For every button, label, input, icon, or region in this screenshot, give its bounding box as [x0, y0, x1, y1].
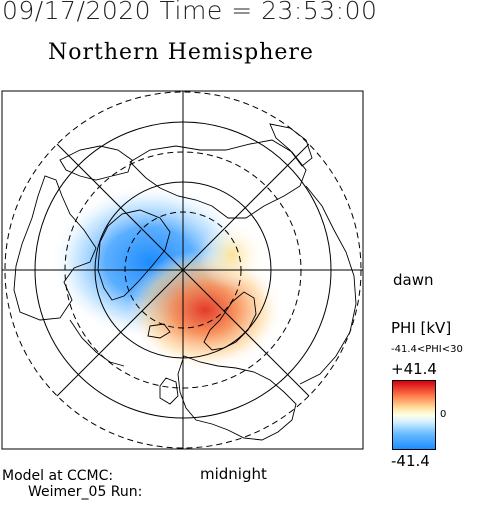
legend-min-label: -41.4 [391, 452, 430, 470]
coastline-east-asia [299, 185, 357, 385]
weak-positive-region [198, 221, 266, 289]
legend-max-label: +41.4 [391, 360, 437, 378]
footer-model: Model at CCMC: [2, 468, 114, 484]
time-label: Time [159, 0, 223, 25]
coastline-british-isles [159, 377, 179, 405]
legend-title: PHI [kV] [391, 319, 452, 337]
footer-run: Weimer_05 Run: [28, 484, 143, 500]
coastline-siberia [129, 139, 307, 219]
coastline-kamchatka [269, 123, 313, 167]
equals-sign: = [231, 0, 253, 25]
coastline-labrador [69, 319, 125, 367]
legend-colorbar [392, 380, 436, 450]
coastline-canada [13, 175, 97, 321]
midnight-label: midnight [200, 465, 267, 483]
dawn-label: dawn [393, 271, 434, 289]
coastline-greenland [97, 209, 171, 301]
time-text: 23:53:00 [261, 0, 378, 25]
date-text: 09/17/2020 [2, 0, 152, 25]
coastline-scandinavia [203, 291, 257, 351]
coastline-europe [177, 355, 297, 441]
legend-range-text: -41.4<PHI<30 [391, 344, 463, 355]
map-title: Northern Hemisphere [48, 40, 314, 65]
coastline-iceland [147, 323, 171, 339]
legend-mid-label: 0 [440, 409, 447, 420]
date-time-header: 09/17/2020 Time = 23:53:00 [2, 0, 377, 25]
coastline-alaska [59, 145, 133, 181]
map-frame [1, 90, 364, 450]
coastlines [13, 123, 357, 441]
